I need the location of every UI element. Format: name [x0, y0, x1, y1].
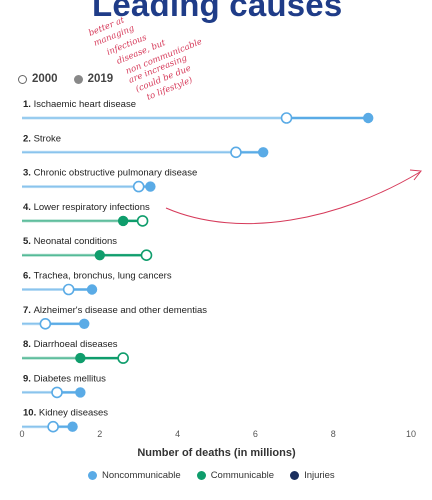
chart-row: 2. Stroke: [22, 133, 269, 159]
injuries-swatch-icon: [290, 471, 300, 480]
point-2019: [363, 112, 374, 124]
annotation-arrow: [165, 169, 422, 225]
communicable-swatch-icon: [196, 471, 206, 480]
category-legend: Noncommunicable Communicable Injuries: [88, 470, 351, 481]
point-2019: [79, 318, 90, 329]
point-2000: [62, 283, 75, 296]
arrow-curve: [165, 171, 421, 225]
legend-2000: 2000: [18, 73, 58, 85]
row-label-text: Kidney diseases: [39, 408, 108, 419]
row-rank: 7.: [23, 305, 34, 316]
x-tick-label: 10: [406, 429, 416, 439]
chart-row: 1. Ischaemic heart disease: [22, 99, 374, 124]
row-label: 9. Diabetes mellitus: [23, 373, 106, 384]
x-axis: 0 2 4 6 8 10 Number of deaths (in millions): [19, 429, 416, 459]
row-label: 1. Ischaemic heart disease: [23, 99, 136, 110]
x-tick-label: 8: [331, 429, 336, 439]
row-label: 3. Chronic obstructive pulmonary disease: [23, 168, 197, 179]
point-2019: [75, 387, 86, 398]
point-2000: [117, 352, 129, 364]
legend-injuries-label: Injuries: [304, 470, 335, 481]
chart-row: 6. Trachea, bronchus, lung cancers: [22, 271, 172, 296]
row-label-text: Trachea, bronchus, lung cancers: [34, 271, 172, 282]
chart-row: 9. Diabetes mellitus: [22, 373, 106, 399]
x-tick-label: 4: [175, 429, 180, 439]
row-rank: 5.: [23, 236, 34, 247]
row-label-text: Alzheimer's disease and other dementias: [34, 305, 208, 316]
point-2019: [117, 215, 129, 227]
x-tick-label: 2: [97, 429, 102, 439]
legend-communicable-label: Communicable: [210, 470, 275, 481]
legend-2019-label: 2019: [87, 73, 114, 85]
legend-injuries: Injuries: [290, 470, 335, 481]
row-label-text: Stroke: [34, 133, 61, 144]
x-axis-label: Number of deaths (in millions): [137, 447, 296, 459]
point-2000: [230, 146, 242, 159]
legend-noncommunicable: Noncommunicable: [88, 470, 181, 481]
point-2000: [136, 215, 149, 227]
point-2000: [51, 386, 63, 399]
chart-row: 8. Diarrhoeal diseases: [22, 339, 129, 364]
arrow-head-icon: [409, 169, 422, 181]
row-label: 4. Lower respiratory infections: [23, 202, 150, 213]
row-label: 7. Alzheimer's disease and other dementi…: [23, 305, 207, 316]
row-label: 10. Kidney diseases: [23, 408, 108, 419]
row-label-text: Ischaemic heart disease: [34, 99, 136, 110]
row-rank: 10.: [23, 408, 39, 419]
row-label: 2. Stroke: [23, 133, 61, 144]
chart-row: 4. Lower respiratory infections: [22, 202, 150, 227]
point-2019: [145, 181, 156, 192]
filled-circle-icon: [73, 74, 83, 84]
point-2000: [140, 249, 153, 261]
point-2000: [132, 180, 145, 193]
row-rank: 1.: [23, 99, 34, 110]
point-2019: [86, 284, 98, 295]
point-2000: [280, 112, 293, 124]
point-2019: [257, 147, 269, 158]
row-label: 6. Trachea, bronchus, lung cancers: [23, 271, 172, 282]
chart-row: 7. Alzheimer's disease and other dementi…: [22, 305, 207, 330]
point-2000: [39, 317, 52, 330]
chart-rows: 1. Ischaemic heart disease 2. Stroke 3. Ch…: [22, 99, 374, 433]
row-label-text: Lower respiratory infections: [34, 202, 150, 213]
point-2019: [75, 352, 86, 364]
legend-noncommunicable-label: Noncommunicable: [102, 470, 181, 481]
row-rank: 2.: [23, 133, 34, 144]
row-label-text: Chronic obstructive pulmonary disease: [34, 168, 198, 179]
year-legend: 2000 2019: [18, 73, 129, 85]
point-2000: [47, 420, 59, 433]
chart-row: 10. Kidney diseases: [22, 408, 108, 433]
chart-row: 3. Chronic obstructive pulmonary disease: [22, 168, 197, 193]
row-label: 5. Neonatal conditions: [23, 236, 117, 247]
x-tick-label: 6: [253, 429, 258, 439]
row-label-text: Diarrhoeal diseases: [34, 339, 118, 350]
row-rank: 4.: [23, 202, 34, 213]
page-title: Leading causes: [92, 0, 343, 23]
hollow-circle-icon: [18, 74, 27, 84]
row-rank: 3.: [23, 168, 34, 179]
row-label-text: Neonatal conditions: [34, 236, 118, 247]
row-label-text: Diabetes mellitus: [34, 373, 107, 384]
legend-communicable: Communicable: [196, 470, 275, 481]
chart-row: 5. Neonatal conditions: [22, 236, 153, 261]
point-2019: [94, 250, 106, 261]
row-rank: 9.: [23, 373, 34, 384]
point-2019: [67, 421, 78, 432]
legend-2000-label: 2000: [32, 73, 58, 85]
row-label: 8. Diarrhoeal diseases: [23, 339, 118, 350]
legend-2019: 2019: [73, 73, 114, 85]
noncommunicable-swatch-icon: [88, 471, 97, 480]
x-tick-label: 0: [19, 429, 24, 439]
row-rank: 8.: [23, 339, 34, 350]
row-rank: 6.: [23, 271, 34, 282]
